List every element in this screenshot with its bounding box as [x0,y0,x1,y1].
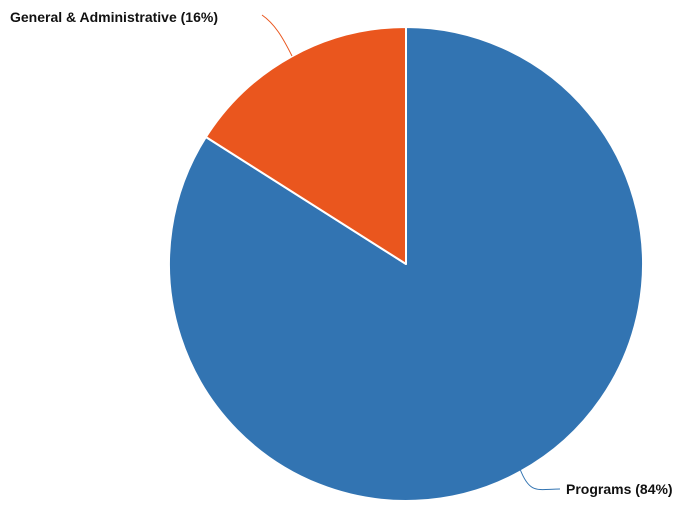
pie-slices [168,26,644,502]
pie-slice-general-administrative [204,26,407,265]
slice-labels: Programs (84%) General & Administrative (… [10,9,673,497]
leader-line-general-administrative [261,14,293,57]
leader-lines [261,14,561,491]
slice-label-general-administrative: General & Administrative (16%) [10,9,218,25]
slice-label-programs: Programs (84%) [566,481,673,497]
leader-line-programs [519,468,561,491]
